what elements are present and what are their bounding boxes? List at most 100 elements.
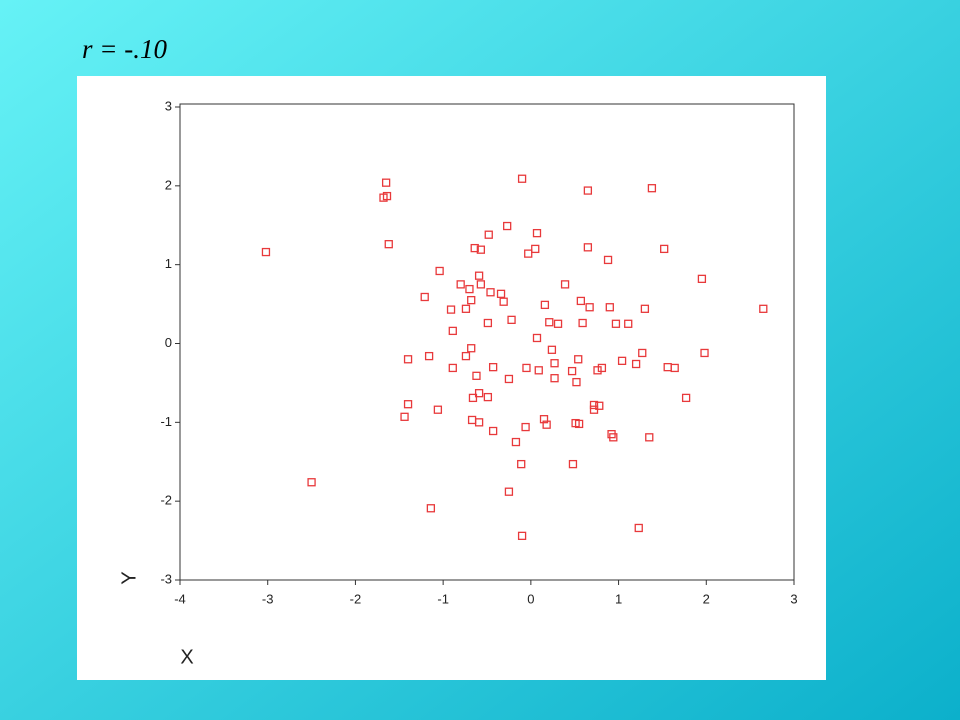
point bbox=[483, 392, 493, 402]
point bbox=[638, 348, 647, 358]
point bbox=[504, 487, 514, 496]
point bbox=[521, 422, 530, 432]
point bbox=[624, 319, 633, 328]
point bbox=[403, 355, 413, 364]
point bbox=[433, 405, 443, 414]
point bbox=[426, 504, 436, 513]
point bbox=[589, 400, 599, 410]
point bbox=[476, 245, 486, 254]
point bbox=[553, 319, 563, 328]
point bbox=[461, 351, 471, 361]
point bbox=[583, 186, 593, 195]
point bbox=[511, 437, 521, 447]
point bbox=[403, 400, 413, 409]
point bbox=[446, 305, 456, 314]
point bbox=[468, 393, 478, 403]
point bbox=[474, 271, 484, 280]
point bbox=[611, 319, 621, 328]
point bbox=[517, 531, 527, 541]
point bbox=[524, 249, 533, 258]
x-tick-label: -1 bbox=[437, 591, 449, 606]
point bbox=[547, 345, 557, 354]
point bbox=[424, 351, 434, 361]
point bbox=[545, 318, 554, 327]
point bbox=[597, 363, 607, 373]
y-tick-label: 2 bbox=[165, 177, 172, 192]
y-tick-label: 3 bbox=[165, 98, 172, 113]
y-tick-label: -2 bbox=[160, 493, 172, 508]
point bbox=[539, 415, 549, 424]
point bbox=[534, 366, 543, 375]
point bbox=[474, 418, 484, 427]
point bbox=[474, 389, 484, 398]
point bbox=[567, 366, 577, 376]
point bbox=[400, 412, 409, 421]
point bbox=[381, 178, 391, 187]
point bbox=[484, 230, 493, 239]
point bbox=[486, 288, 495, 297]
point bbox=[574, 355, 583, 364]
point bbox=[697, 274, 707, 284]
point bbox=[261, 247, 271, 257]
x-tick-label: -2 bbox=[350, 591, 362, 606]
y-tick-label: -3 bbox=[160, 571, 172, 586]
point bbox=[435, 266, 444, 276]
point bbox=[700, 348, 709, 358]
point bbox=[568, 459, 578, 469]
point bbox=[670, 363, 679, 373]
plot-frame bbox=[179, 103, 795, 581]
y-tick-label: 0 bbox=[165, 335, 172, 350]
point bbox=[542, 420, 551, 429]
point bbox=[420, 292, 429, 302]
point bbox=[550, 359, 559, 368]
point bbox=[472, 371, 481, 380]
point bbox=[634, 523, 643, 533]
point bbox=[382, 191, 392, 201]
x-tick-label: 3 bbox=[790, 591, 797, 606]
point bbox=[531, 244, 540, 254]
point bbox=[589, 405, 599, 414]
x-tick-label: -3 bbox=[262, 591, 274, 606]
x-tick-label: -4 bbox=[174, 591, 186, 606]
point bbox=[503, 221, 512, 231]
point bbox=[384, 240, 393, 249]
point bbox=[499, 297, 508, 306]
point bbox=[483, 318, 493, 328]
point bbox=[660, 244, 669, 254]
point bbox=[488, 362, 498, 372]
point bbox=[647, 184, 657, 193]
x-axis-label: X bbox=[180, 646, 193, 668]
point bbox=[461, 304, 471, 313]
point bbox=[467, 344, 476, 353]
point bbox=[572, 377, 581, 387]
chart-panel bbox=[77, 76, 826, 680]
point bbox=[532, 228, 542, 238]
point bbox=[540, 300, 550, 310]
point bbox=[574, 419, 584, 429]
point bbox=[609, 433, 618, 442]
point bbox=[517, 459, 526, 469]
point bbox=[560, 280, 570, 289]
point bbox=[307, 478, 316, 487]
point bbox=[759, 304, 768, 313]
y-axis-label: Y bbox=[118, 571, 140, 584]
point bbox=[504, 374, 514, 384]
point bbox=[448, 363, 457, 373]
x-tick-label: 2 bbox=[703, 591, 710, 606]
point bbox=[517, 174, 527, 183]
point bbox=[640, 304, 650, 313]
point bbox=[465, 284, 474, 294]
x-tick-label: 0 bbox=[527, 591, 534, 606]
point bbox=[507, 315, 516, 325]
point bbox=[532, 333, 542, 343]
point bbox=[605, 303, 614, 312]
point bbox=[576, 296, 586, 306]
slide-title: r = -.10 bbox=[82, 34, 167, 64]
point bbox=[631, 359, 641, 369]
point bbox=[467, 295, 476, 305]
point bbox=[645, 433, 654, 442]
point bbox=[488, 426, 498, 436]
point bbox=[476, 280, 486, 289]
